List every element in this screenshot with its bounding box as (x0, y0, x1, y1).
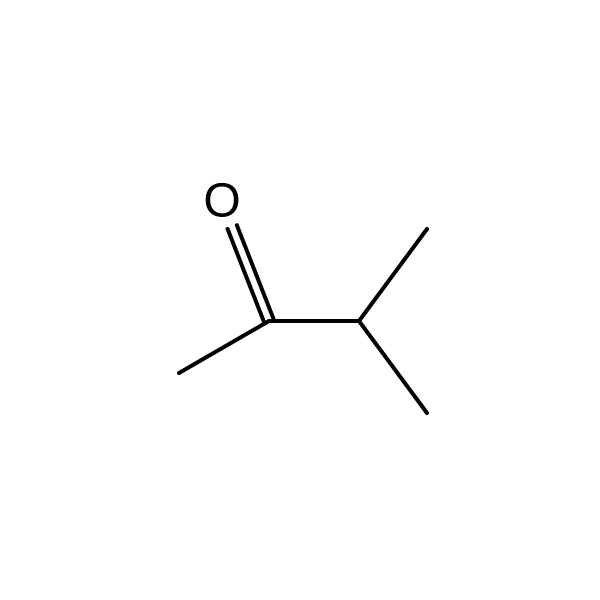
molecule-diagram: O (0, 0, 600, 600)
bond-line (359, 321, 427, 413)
bond-line (359, 229, 427, 321)
atom-label-o: O (203, 175, 240, 228)
bond-line (179, 321, 269, 373)
